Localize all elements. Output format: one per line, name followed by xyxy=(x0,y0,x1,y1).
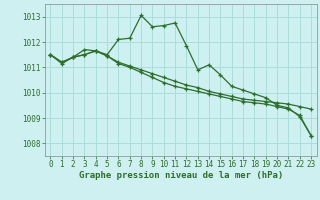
X-axis label: Graphe pression niveau de la mer (hPa): Graphe pression niveau de la mer (hPa) xyxy=(79,171,283,180)
